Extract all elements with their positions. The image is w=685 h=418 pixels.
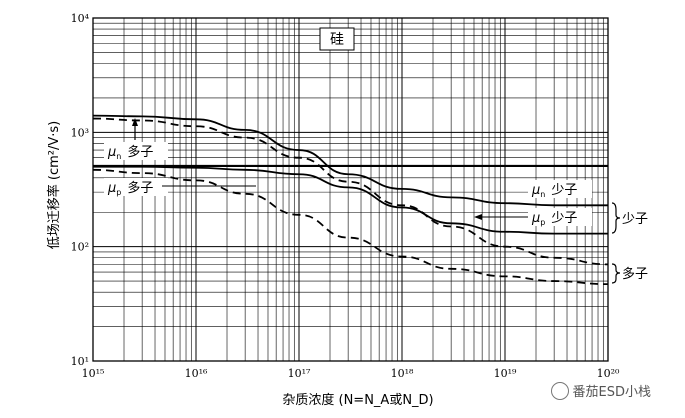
- mun-minority-bg: [528, 180, 592, 198]
- series-line-3: [93, 165, 608, 235]
- majority-brace: [611, 263, 621, 284]
- x-axis-label: 杂质浓度 (N=N_A或N_D): [282, 392, 433, 408]
- minority-group-label: 少子: [622, 212, 648, 227]
- y-tick-label: 10⁴: [71, 12, 90, 25]
- y-tick-label: 10³: [71, 126, 89, 139]
- x-tick-label: 10¹⁷: [288, 367, 311, 380]
- mup-minority-bg: [528, 208, 592, 226]
- series-lines: [92, 114, 609, 286]
- mun-arrow-head: [132, 118, 138, 126]
- y-axis-label: 低场迁移率 (cm²/V·s): [46, 121, 62, 249]
- mun-majority-label: μn 多子: [107, 144, 153, 161]
- x-tick-label: 10¹⁵: [82, 367, 105, 380]
- y-tick-label: 10¹: [71, 355, 89, 368]
- mun-minority-label: μn 少子: [531, 183, 577, 199]
- series-line-2: [92, 117, 609, 266]
- watermark: 番茄ESD小栈: [550, 381, 651, 400]
- grid: [92, 18, 608, 362]
- chart-title: 硅: [330, 32, 344, 48]
- y-tick-label: 10²: [71, 241, 89, 254]
- mup-minority-label: μp 少子: [531, 211, 577, 227]
- series-line-1: [92, 114, 608, 207]
- mup-majority-label: μp 多子: [107, 180, 153, 197]
- x-tick-label: 10²⁰: [597, 367, 620, 380]
- mup-minority-arrow-head: [474, 214, 482, 220]
- majority-group-label: 多子: [622, 266, 648, 282]
- plot-frame: [92, 17, 609, 362]
- mup-label-bg: [104, 178, 168, 196]
- title-box: [319, 27, 355, 51]
- x-tick-label: 10¹⁹: [494, 367, 517, 380]
- x-tick-label: 10¹⁸: [391, 367, 414, 380]
- mun-label-bg: [104, 142, 168, 160]
- series-line-4: [92, 168, 609, 286]
- plot-border: [92, 17, 609, 362]
- tick-labels: 10¹⁵ 10¹⁶ 10¹⁷ 10¹⁸ 10¹⁹ 10²⁰ 10¹ 10² 10³ 10⁴: [71, 12, 620, 380]
- wechat-icon: [550, 381, 569, 400]
- x-tick-label: 10¹⁶: [185, 367, 208, 380]
- minority-brace: [611, 202, 621, 234]
- watermark-text: 番茄ESD小栈: [572, 385, 651, 400]
